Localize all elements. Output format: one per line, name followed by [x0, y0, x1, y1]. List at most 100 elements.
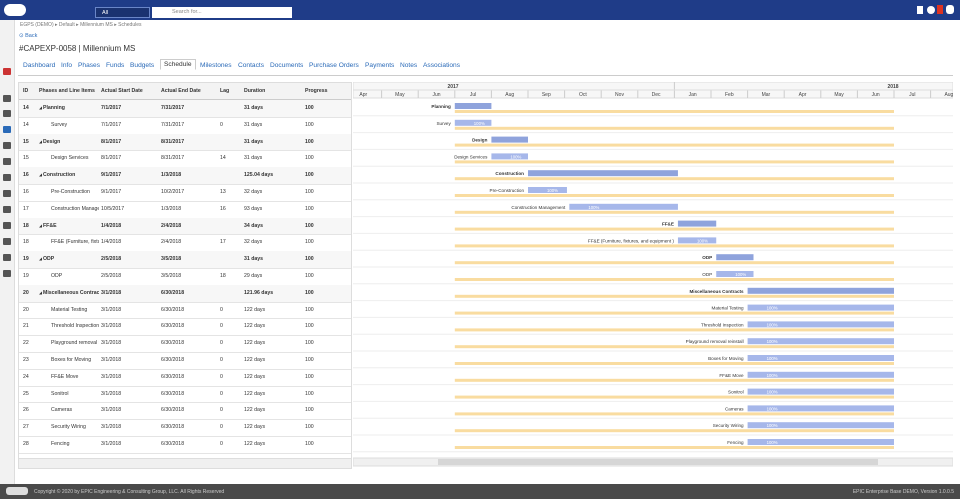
- task-bar: [491, 153, 528, 160]
- table-cell: 8/31/2017: [161, 155, 185, 162]
- copyright: Copyright © 2020 by EPIC Engineering & C…: [34, 489, 225, 495]
- table-cell: 22: [23, 340, 29, 347]
- task-bar: [747, 371, 894, 378]
- tab[interactable]: Phases: [78, 62, 100, 69]
- baseline-bar: [454, 278, 894, 281]
- icon[interactable]: [927, 6, 935, 14]
- tab[interactable]: Schedule: [160, 59, 196, 70]
- version: EPIC Enterprise Base DEMO, Version 1.0.0…: [852, 489, 954, 495]
- nav-icon[interactable]: [3, 254, 11, 261]
- breadcrumb: EGPS (DEMO) ▸ Default ▸ Millennium MS ▸ …: [20, 22, 142, 28]
- task-bar: [747, 388, 894, 395]
- tab[interactable]: Contacts: [238, 62, 265, 69]
- baseline-bar: [454, 227, 894, 231]
- back-link[interactable]: ⊙ Back: [19, 33, 38, 39]
- month-label: Aug: [944, 92, 953, 98]
- expand-toggle[interactable]: ◢: [39, 256, 43, 262]
- bar-label: 100%: [697, 238, 708, 243]
- task-label: FF&E (Furniture, fixtures, and equipment…: [588, 238, 675, 243]
- table-row: [19, 386, 351, 404]
- baseline-bar: [454, 294, 894, 298]
- task-bar: [747, 422, 894, 429]
- table-cell: 31 days: [244, 155, 263, 162]
- task-label: FF&E Move: [719, 373, 744, 378]
- expand-toggle[interactable]: ◢: [39, 172, 43, 178]
- expand-toggle[interactable]: ◢: [39, 289, 43, 295]
- tab[interactable]: Payments: [365, 62, 395, 69]
- table-cell: 16: [23, 189, 29, 195]
- table-header: [19, 83, 351, 100]
- expand-toggle[interactable]: ◢: [39, 222, 43, 228]
- table-cell: 21: [23, 323, 29, 330]
- table-cell: 100: [305, 105, 314, 111]
- table-cell: 9/1/2017: [101, 189, 122, 195]
- table-cell: 122 days: [244, 373, 266, 380]
- table-cell: 0: [220, 390, 223, 397]
- table-cell: 3/1/2018: [101, 289, 122, 296]
- month-label: Feb: [725, 92, 734, 98]
- tab[interactable]: Documents: [270, 62, 304, 69]
- task-bar: [454, 119, 492, 126]
- nav-icon[interactable]: [3, 190, 11, 197]
- table-cell: 122 days: [244, 424, 266, 431]
- table-cell: FF&E: [43, 222, 57, 229]
- nav-icon[interactable]: [3, 95, 11, 102]
- table-row: [19, 402, 351, 421]
- nav-icon[interactable]: [3, 158, 11, 165]
- tab[interactable]: Budgets: [130, 62, 155, 69]
- nav-icon[interactable]: [3, 142, 11, 149]
- search-input[interactable]: Search for...: [152, 7, 292, 18]
- table-cell: Threshold Inspection: [51, 323, 99, 330]
- tab[interactable]: Purchase Orders: [309, 62, 359, 69]
- table-cell: 6/30/2018: [161, 441, 185, 447]
- table-row: [19, 217, 351, 236]
- baseline-bar: [454, 261, 894, 265]
- scrollbar: [19, 458, 351, 468]
- nav-icon[interactable]: [3, 238, 11, 245]
- task-label: Playground removal reinstall: [686, 339, 744, 344]
- schedule-table: ID Phases and Line Items Actual Start Date…: [18, 82, 352, 469]
- table-cell: Construction: [43, 172, 76, 179]
- nav-icon[interactable]: [3, 270, 11, 277]
- icon[interactable]: [917, 6, 923, 14]
- expand-toggle[interactable]: ◢: [39, 105, 43, 110]
- tab[interactable]: Notes: [400, 62, 418, 69]
- tab[interactable]: Info: [61, 62, 72, 69]
- breadcrumb-item[interactable]: Default: [58, 22, 75, 28]
- breadcrumb-item[interactable]: Millennium MS: [80, 22, 113, 28]
- summary-bar: [454, 103, 492, 109]
- table-cell: 3/1/2018: [101, 340, 122, 347]
- table-cell: 8/1/2017: [101, 155, 122, 162]
- table-cell: 100: [305, 239, 314, 246]
- table-cell: 1/4/2018: [101, 222, 122, 229]
- table-cell: 2/5/2018: [101, 273, 122, 279]
- breadcrumb-item[interactable]: Schedules: [118, 22, 142, 28]
- table-cell: 121.96 days: [244, 289, 274, 296]
- table-cell: 1/3/2018: [161, 172, 182, 179]
- search-scope[interactable]: All: [95, 7, 150, 18]
- icon[interactable]: [937, 5, 943, 14]
- breadcrumb-item[interactable]: EGPS (DEMO): [20, 22, 54, 28]
- baseline-bar: [454, 395, 894, 399]
- nav-icon[interactable]: [3, 110, 11, 117]
- tab[interactable]: Milestones: [200, 62, 232, 69]
- table-cell: 7/31/2017: [161, 105, 185, 111]
- tab[interactable]: Dashboard: [23, 62, 56, 69]
- expand-toggle[interactable]: ◢: [39, 138, 43, 144]
- back-text[interactable]: Back: [25, 33, 38, 39]
- tab[interactable]: Associations: [423, 62, 461, 69]
- tab[interactable]: Funds: [106, 62, 125, 69]
- nav-icon[interactable]: [3, 174, 11, 181]
- bar-label: 100%: [767, 440, 778, 445]
- user-icon[interactable]: [946, 5, 954, 14]
- nav-icon[interactable]: [3, 126, 11, 133]
- nav-icon[interactable]: [3, 222, 11, 229]
- table-cell: 27: [23, 424, 29, 431]
- month-label: Sep: [542, 92, 551, 98]
- table-cell: 0: [220, 424, 223, 431]
- scroll-thumb[interactable]: [438, 459, 878, 465]
- nav-icon[interactable]: [3, 68, 11, 75]
- table-cell: ODP: [51, 273, 63, 279]
- nav-icon[interactable]: [3, 206, 11, 213]
- footer-logo: [6, 487, 28, 495]
